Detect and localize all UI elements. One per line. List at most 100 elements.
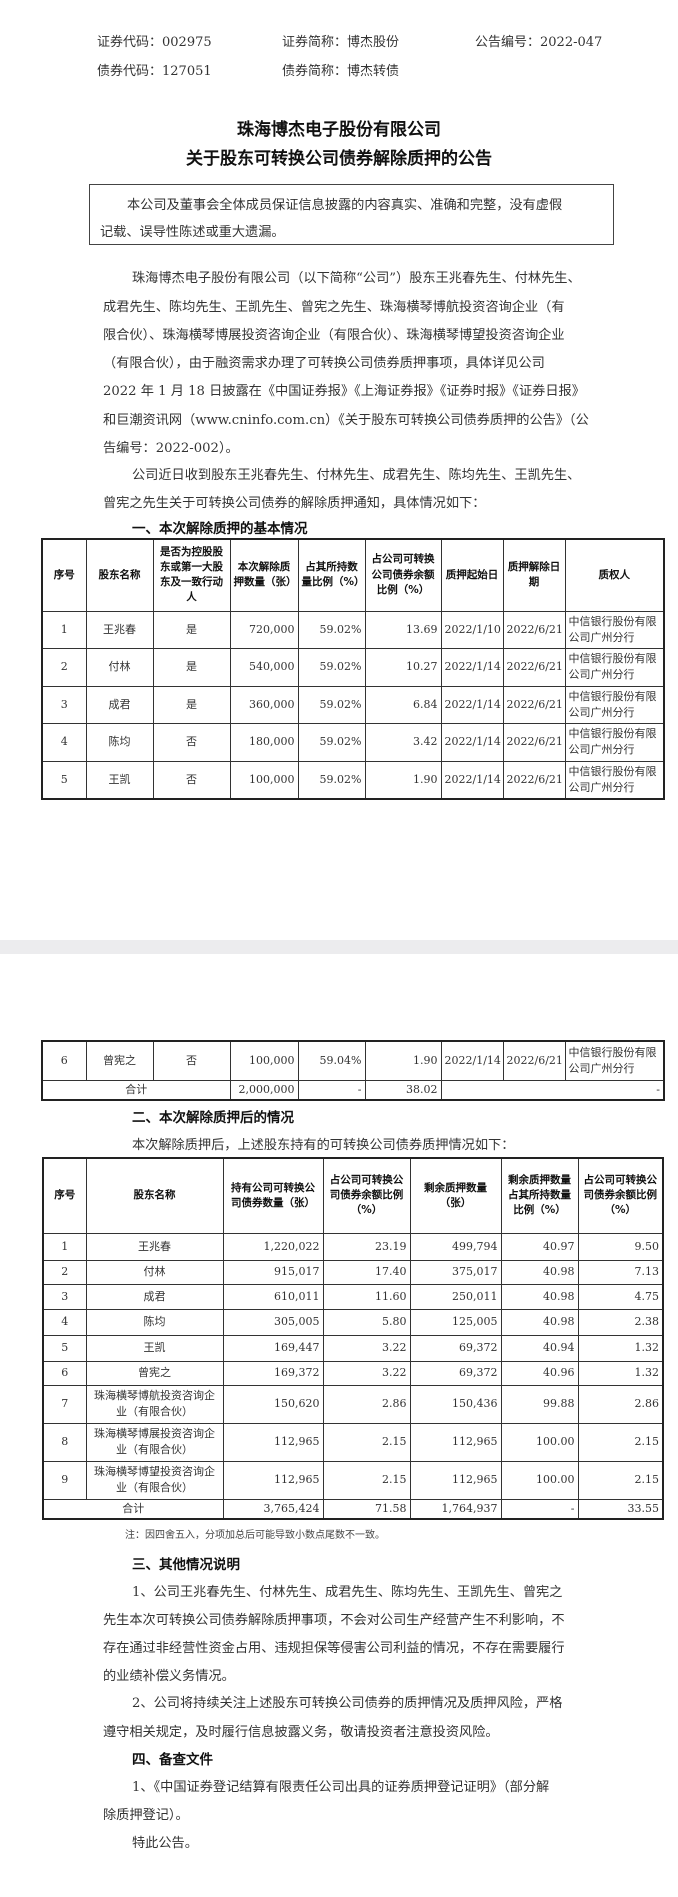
table-cell: 7 — [42, 1384, 87, 1424]
bond-name: 债券简称：博杰转债 — [282, 64, 400, 79]
column-header: 序号 — [42, 1157, 87, 1234]
table-cell: 112,965 — [222, 1422, 324, 1462]
intro-paragraph: 告编号：2022-002）。 — [103, 441, 239, 456]
table-cell: 180,000 — [229, 723, 299, 762]
intro-paragraph: 珠海博杰电子股份有限公司（以下简称“公司”）股东王兆春先生、付林先生、 — [132, 271, 581, 286]
table-cell: 2 — [42, 1259, 87, 1285]
table-cell: 9.50 — [577, 1232, 664, 1261]
header-row: 序号 股东名称 持有公司可转换公司债券数量（张） 占公司可转换公司债券余额比例（%）剩… — [42, 1157, 664, 1234]
table-cell: 112,965 — [409, 1460, 502, 1500]
table-cell: 2.15 — [322, 1422, 411, 1462]
table-row: 1 王兆春是 720,000 59.02% 13.69 2022/1/10 2022/6/2… — [41, 610, 665, 649]
table-cell: 2022/6/21 — [502, 723, 566, 762]
table-cell: 100.00 — [500, 1422, 579, 1462]
table-cell: 1,220,022 — [222, 1232, 324, 1261]
table-cell: 成君 — [85, 685, 154, 724]
column-header: 剩余质押数量占其所持数量比例（%） — [500, 1157, 579, 1234]
total-rest: - — [440, 1079, 665, 1101]
table-cell: 4 — [42, 1308, 87, 1336]
company-title: 珠海博杰电子股份有限公司 — [237, 120, 441, 140]
column-header: 占公司可转换公司债券余额比例（%） — [322, 1157, 411, 1234]
table-cell: 王凯 — [85, 1334, 224, 1362]
table-cell: 成君 — [85, 1283, 224, 1310]
section-heading: 三、其他情况说明 — [132, 1557, 240, 1573]
table-cell: 珠海横琴博展投资咨询企业（有限合伙） — [85, 1422, 224, 1462]
section-intro: 本次解除质押后，上述股东持有的可转换公司债券质押情况如下： — [132, 1138, 515, 1153]
table-cell: 陈均 — [85, 723, 154, 762]
total-cell: 33.55 — [577, 1498, 664, 1520]
total-cell: 1,764,937 — [409, 1498, 502, 1520]
column-header: 股东名称 — [85, 1157, 224, 1234]
table-cell: 59.02% — [297, 648, 366, 687]
table-cell: 否 — [152, 1040, 231, 1081]
intro-paragraph: 和巨潮资讯网（www.cninfo.com.cn）《关于股东可转换公司债券质押的… — [103, 413, 589, 428]
table-cell: 是 — [152, 685, 231, 724]
table-cell: 中信银行股份有限公司广州分行 — [564, 1040, 665, 1081]
table-cell: 1.90 — [364, 1040, 442, 1081]
total-row: 合计 2,000,000-38.02- — [41, 1079, 665, 1101]
table-cell: 2022/6/21 — [502, 610, 566, 649]
table-cell: 2.15 — [577, 1460, 664, 1500]
paragraph: 1、公司王兆春先生、付林先生、成君先生、陈均先生、王凯先生、曾宪之 — [132, 1585, 563, 1600]
table-cell: 2022/1/14 — [440, 648, 504, 687]
table-cell: 150,620 — [222, 1384, 324, 1424]
total-cell: 3,765,424 — [222, 1498, 324, 1520]
table-cell: 3 — [41, 685, 87, 724]
table-cell: 10.27 — [364, 648, 442, 687]
table-cell: 100.00 — [500, 1460, 579, 1500]
intro-paragraph: 公司近日收到股东王兆春先生、付林先生、成君先生、陈均先生、王凯先生、 — [132, 468, 581, 483]
section-heading: 一、本次解除质押的基本情况 — [132, 521, 308, 537]
table-cell: 是 — [152, 610, 231, 649]
table-cell: 250,011 — [409, 1283, 502, 1310]
table-cell: 2022/6/21 — [502, 648, 566, 687]
column-header: 剩余质押数量（张） — [409, 1157, 502, 1234]
table-cell: 1.90 — [364, 760, 442, 799]
table-note: 注：因四舍五入，分项加总后可能导致小数点尾数不一致。 — [125, 1530, 385, 1541]
table-cell: 2.86 — [322, 1384, 411, 1424]
table-cell: 112,965 — [409, 1422, 502, 1462]
table-row: 8 珠海横琴博展投资咨询企业（有限合伙） 112,965 2.15 112,965 100… — [42, 1422, 664, 1462]
table-cell: 王凯 — [85, 760, 154, 799]
closing-text: 特此公告。 — [132, 1836, 198, 1851]
paragraph: 除质押登记）。 — [103, 1808, 189, 1823]
disclaimer-box — [89, 184, 614, 245]
table-cell: 2.15 — [577, 1422, 664, 1462]
header-row: 序号 股东名称 是否为控股股东或第一大股东及一致行动人 本次解除质押数量（张） 占其所持… — [41, 538, 665, 612]
column-header: 持有公司可转换公司债券数量（张） — [222, 1157, 324, 1234]
table-cell: 4.75 — [577, 1283, 664, 1310]
table-cell: 1.32 — [577, 1334, 664, 1362]
table-cell: 8 — [42, 1422, 87, 1462]
table-cell: 曾宪之 — [85, 1040, 154, 1081]
table-cell: 610,011 — [222, 1283, 324, 1310]
section-heading: 二、本次解除质押后的情况 — [132, 1110, 294, 1126]
total-quantity: 2,000,000 — [229, 1079, 299, 1101]
intro-paragraph: 限合伙）、珠海横琴博展投资咨询企业（有限合伙）、珠海横琴博望投资咨询企业 — [103, 328, 565, 343]
table-cell: 2022/6/21 — [502, 685, 566, 724]
column-header: 是否为控股股东或第一大股东及一致行动人 — [152, 538, 231, 612]
table-row: 1 王兆春 1,220,022 23.19 499,794 40.97 9.50 — [42, 1232, 664, 1261]
table-cell: 11.60 — [322, 1283, 411, 1310]
paragraph: 遵守相关规定，及时履行信息披露义务，敬请投资者注意投资风险。 — [103, 1725, 499, 1740]
table-cell: 6 — [41, 1040, 87, 1081]
column-header: 占公司可转换公司债券余额比例（%） — [577, 1157, 664, 1234]
column-header: 质押起始日 — [440, 538, 504, 612]
column-header: 本次解除质押数量（张） — [229, 538, 299, 612]
paragraph: 的业绩补偿义务情况。 — [103, 1669, 235, 1684]
paragraph: 存在通过非经营性资金占用、违规担保等侵害公司利益的情况，不存在需要履行 — [103, 1641, 565, 1656]
table-cell: 360,000 — [229, 685, 299, 724]
table-cell: 40.98 — [500, 1308, 579, 1336]
table-cell: 17.40 — [322, 1259, 411, 1285]
table-cell: 59.02% — [297, 610, 366, 649]
total-row: 合计 3,765,424 71.58 1,764,937-33.55 — [42, 1498, 664, 1520]
table-cell: 2.86 — [577, 1384, 664, 1424]
paragraph: 2、公司将持续关注上述股东可转换公司债券的质押情况及质押风险，严格 — [132, 1696, 563, 1711]
table-cell: 珠海横琴博望投资咨询企业（有限合伙） — [85, 1460, 224, 1500]
table-row: 5 王凯 169,447 3.22 69,372 40.94 1.32 — [42, 1334, 664, 1362]
release-pledge-table-continued: 6 曾宪之否 100,000 59.04% 1.90 2022/1/14 2022/6/21… — [41, 1040, 665, 1101]
intro-paragraph: 2022 年 1 月 18 日披露在《中国证券报》《上海证券报》《证券时报》《证… — [103, 384, 585, 399]
table-cell: 3.42 — [364, 723, 442, 762]
total-label: 合计 — [41, 1079, 231, 1101]
table-cell: 169,372 — [222, 1360, 324, 1386]
table-cell: 59.02% — [297, 760, 366, 799]
total-cell: - — [500, 1498, 579, 1520]
